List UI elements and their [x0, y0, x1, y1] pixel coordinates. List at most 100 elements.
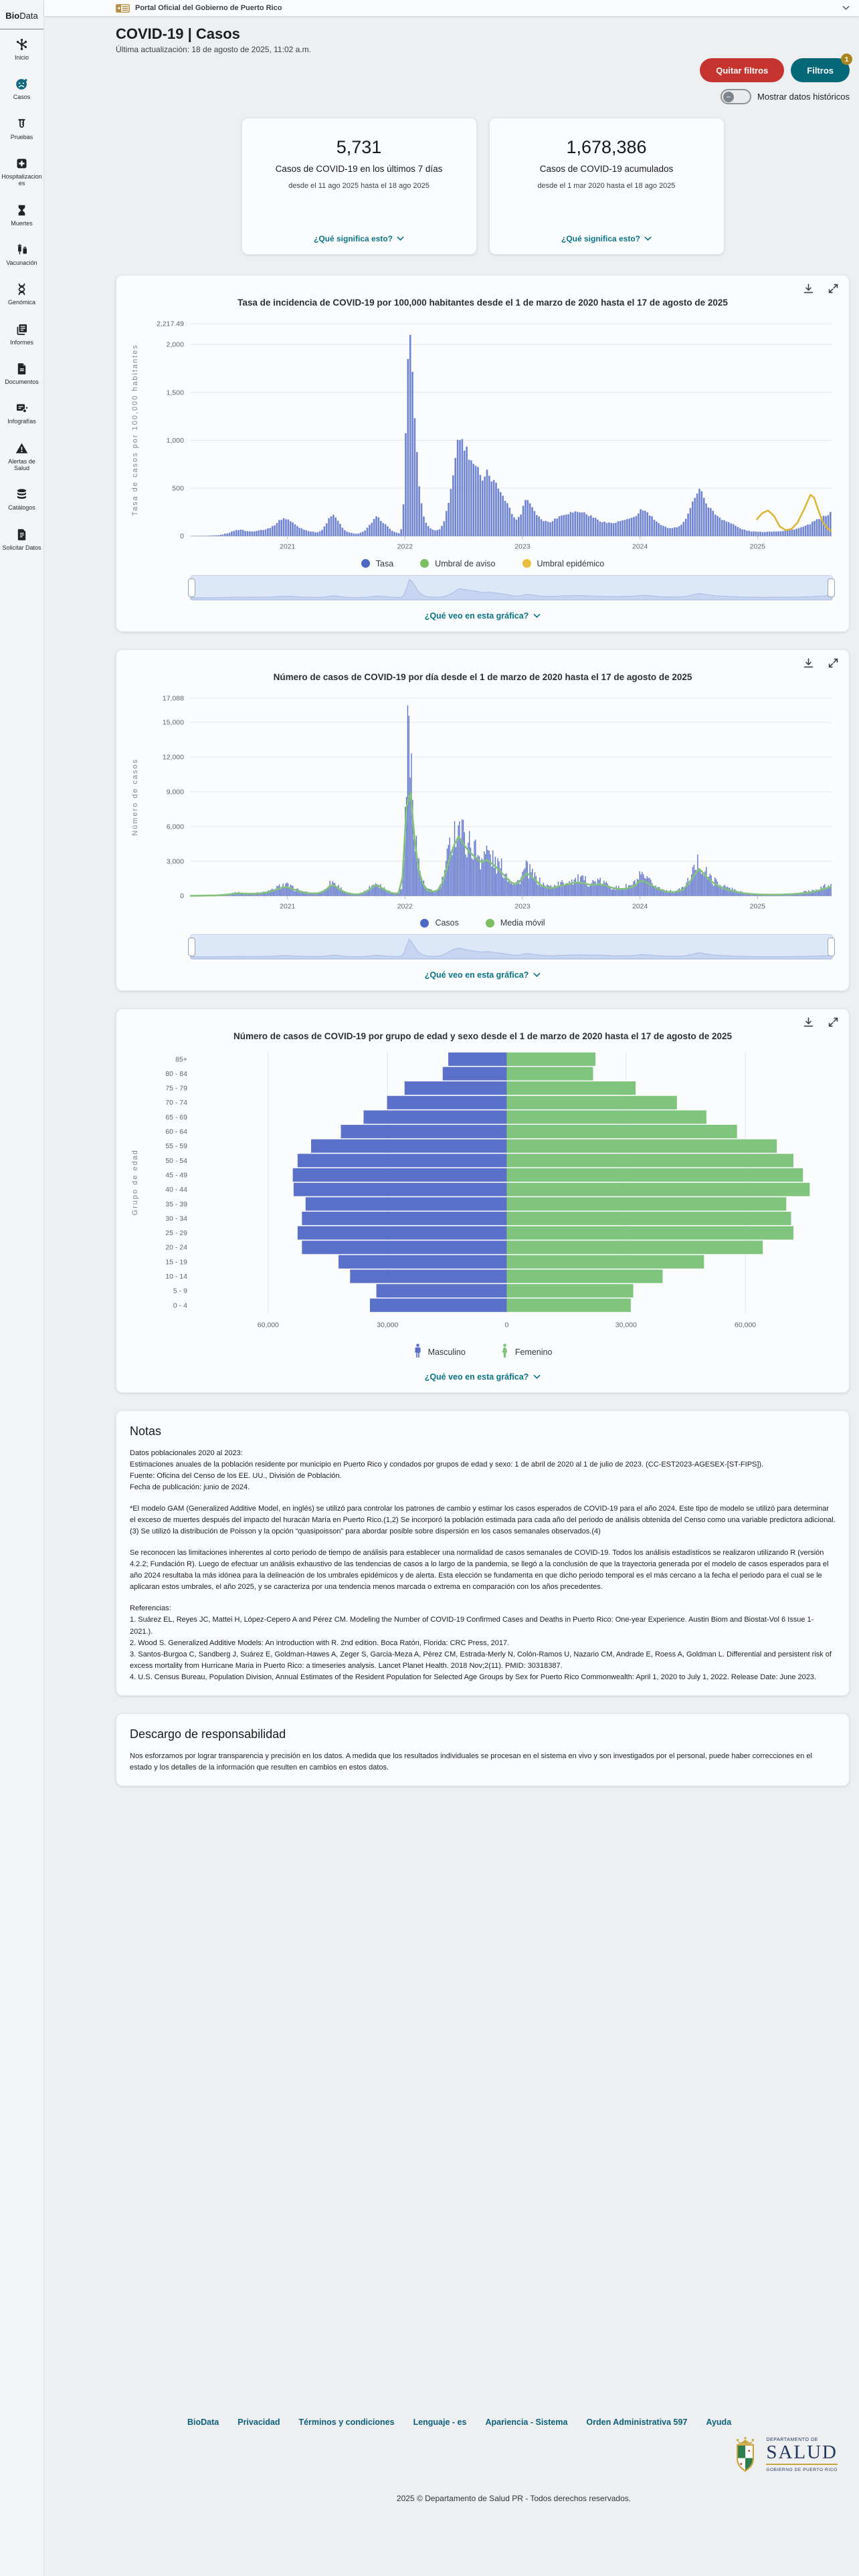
incidence-chart-legend: Tasa Umbral de aviso Umbral epidémico: [126, 559, 840, 568]
sidebar-item-inicio[interactable]: Inicio: [0, 29, 43, 69]
pr-gov-flag-icon: [116, 3, 130, 13]
sidebar-item-label: Infografías: [7, 418, 36, 425]
footer-link-ayuda[interactable]: Ayuda: [706, 2417, 732, 2427]
footer-link-apariencia-sistema[interactable]: Apariencia - Sistema: [485, 2417, 568, 2427]
footer-link-biodata[interactable]: BioData: [187, 2417, 219, 2427]
stat-label: Casos de COVID-19 acumulados: [539, 164, 674, 174]
svg-text:60,000: 60,000: [258, 1322, 279, 1329]
svg-text:2022: 2022: [397, 903, 413, 910]
sidebar-item-informes[interactable]: Informes: [0, 314, 43, 354]
sidebar-item-documentos[interactable]: Documentos: [0, 354, 43, 393]
chevron-down-icon: [533, 973, 541, 978]
download-icon[interactable]: [802, 282, 815, 295]
svg-text:2,000: 2,000: [167, 342, 184, 349]
chevron-down-icon: [397, 236, 404, 241]
footer-link-lenguaje-es[interactable]: Lenguaje - es: [413, 2417, 467, 2427]
sidebar-item-pruebas[interactable]: Pruebas: [0, 109, 43, 148]
svg-text:Tasa de casos por 100,000 habi: Tasa de casos por 100,000 habitantes: [131, 344, 139, 516]
navigator-handle-right[interactable]: [828, 938, 835, 957]
stat-label: Casos de COVID-19 en los últimos 7 días: [275, 164, 443, 174]
svg-text:30,000: 30,000: [615, 1322, 637, 1329]
sick-face-icon: [15, 77, 29, 91]
person-male-icon: [415, 1344, 421, 1358]
what-does-this-mean-link[interactable]: ¿Qué significa esto?: [503, 221, 710, 243]
sidebar-item-alertas-de-salud[interactable]: Alertas de Salud: [0, 433, 43, 480]
legend-item-umbral-de-aviso[interactable]: Umbral de aviso: [420, 559, 496, 568]
salud-department-logo[interactable]: DEPARTAMENTO DE SALUD GOBIERNO DE PUERTO…: [731, 2436, 838, 2474]
footer-link-terminos-y-condiciones[interactable]: Términos y condiciones: [298, 2417, 395, 2427]
home-network-icon: [15, 37, 29, 51]
chart-range-navigator[interactable]: [188, 934, 835, 960]
sidebar-item-label: Documentos: [5, 379, 39, 386]
main-area: Portal Oficial del Gobierno de Puerto Ri…: [44, 0, 859, 2576]
toggle-knob: −: [723, 91, 734, 102]
legend-item-casos[interactable]: Casos: [420, 918, 459, 928]
expand-icon[interactable]: [827, 657, 840, 669]
age-sex-pyramid-mount: 60,000 30,000 0 30,000 60,000 85+ 80 - 84 75 - …: [126, 1048, 840, 1335]
gov-banner[interactable]: Portal Oficial del Gobierno de Puerto Ri…: [44, 0, 859, 16]
sidebar-item-label: Solicitar Datos: [2, 544, 41, 551]
filters-button-label: Filtros: [807, 65, 834, 76]
sidebar-item-solicitar-datos[interactable]: Solicitar Datos: [0, 520, 43, 559]
navigator-mini-chart: [191, 938, 832, 960]
navigator-handle-left[interactable]: [188, 578, 195, 597]
download-icon[interactable]: [802, 657, 815, 669]
copyright-text: 2025 © Departamento de Salud PR - Todos …: [396, 2493, 632, 2503]
brand-bold: Bio: [5, 11, 20, 21]
legend-item-masculino[interactable]: Masculino: [413, 1344, 466, 1362]
stat-value: 1,678,386: [566, 137, 647, 157]
age-sex-pyramid-chart: 60,000 30,000 0 30,000 60,000 85+ 80 - 84 75 - …: [131, 1052, 810, 1329]
sidebar-item-catalogos[interactable]: Catálogos: [0, 479, 43, 519]
legend-item-umbral-epidemico[interactable]: Umbral epidémico: [522, 559, 604, 568]
download-icon[interactable]: [802, 1016, 815, 1029]
sidebar-item-casos[interactable]: Casos: [0, 69, 43, 108]
sidebar-item-hospitalizaciones[interactable]: Hospitalizaciones: [0, 148, 43, 195]
what-do-i-see-link[interactable]: ¿Qué veo en esta gráfica?: [126, 611, 840, 621]
filters-button[interactable]: Filtros 1: [791, 53, 852, 82]
expand-icon[interactable]: [827, 282, 840, 295]
historical-data-toggle[interactable]: −: [721, 89, 751, 104]
sidebar-item-vacunacion[interactable]: Vacunación: [0, 235, 43, 274]
incidence-rate-panel: Tasa de incidencia de COVID-19 por 100,0…: [116, 275, 850, 632]
svg-text:5 - 9: 5 - 9: [173, 1288, 187, 1295]
sidebar-item-muertes[interactable]: Muertes: [0, 195, 43, 235]
sidebar-item-infografias[interactable]: Infografías: [0, 393, 43, 433]
what-does-this-mean-link[interactable]: ¿Qué significa esto?: [256, 221, 463, 243]
svg-text:20 - 24: 20 - 24: [165, 1245, 187, 1252]
gov-banner-title: Portal Oficial del Gobierno de Puerto Ri…: [135, 4, 282, 12]
chevron-down-icon: [533, 1374, 541, 1379]
navigator-mini-chart: [191, 578, 832, 600]
svg-text:15,000: 15,000: [163, 719, 184, 726]
filter-controls: Quitar filtros Filtros 1 − Mostrar datos …: [116, 53, 852, 104]
legend-item-femenino[interactable]: Femenino: [500, 1344, 552, 1362]
svg-text:0 - 4: 0 - 4: [173, 1303, 187, 1310]
sidebar-item-label: Vacunación: [6, 259, 37, 267]
stat-value: 5,731: [336, 137, 382, 157]
svg-text:17,088: 17,088: [163, 695, 184, 702]
chevron-down-icon[interactable]: [842, 5, 850, 11]
expand-icon[interactable]: [827, 1016, 840, 1029]
footer-links: BioData Privacidad Términos y condiciones L…: [187, 2418, 840, 2427]
what-do-i-see-link[interactable]: ¿Qué veo en esta gráfica?: [126, 1372, 840, 1382]
navigator-handle-right[interactable]: [828, 578, 835, 597]
stat-cards-row: 5,731 Casos de COVID-19 en los últimos 7 …: [116, 118, 850, 255]
svg-text:30 - 34: 30 - 34: [165, 1216, 187, 1223]
footer-link-orden-administrativa-597[interactable]: Orden Administrativa 597: [586, 2417, 688, 2427]
legend-item-media-movil[interactable]: Media móvil: [485, 918, 545, 928]
svg-text:60 - 64: 60 - 64: [165, 1129, 187, 1136]
person-female-icon: [502, 1344, 508, 1358]
chart-range-navigator[interactable]: [188, 574, 835, 601]
navigator-handle-left[interactable]: [188, 938, 195, 957]
legend-item-tasa[interactable]: Tasa: [361, 559, 393, 568]
chart-title: Número de casos de COVID-19 por grupo de…: [233, 1031, 733, 1042]
chart-title: Tasa de incidencia de COVID-19 por 100,0…: [237, 298, 728, 308]
notes-body: Datos poblacionales 2020 al 2023: Estima…: [130, 1448, 836, 1683]
clear-filters-button[interactable]: Quitar filtros: [700, 58, 785, 82]
sidebar-item-genomica[interactable]: Genómica: [0, 274, 43, 314]
daily-cases-chart-mount: 0 3,000 6,000 9,000 12,000 15,000 17,088 2021 20…: [126, 689, 840, 916]
notes-paragraph: Datos poblacionales 2020 al 2023: Estima…: [130, 1448, 764, 1492]
footer-link-privacidad[interactable]: Privacidad: [237, 2417, 280, 2427]
biodata-logo[interactable]: BioData: [0, 0, 43, 29]
what-do-i-see-link[interactable]: ¿Qué veo en esta gráfica?: [126, 970, 840, 980]
